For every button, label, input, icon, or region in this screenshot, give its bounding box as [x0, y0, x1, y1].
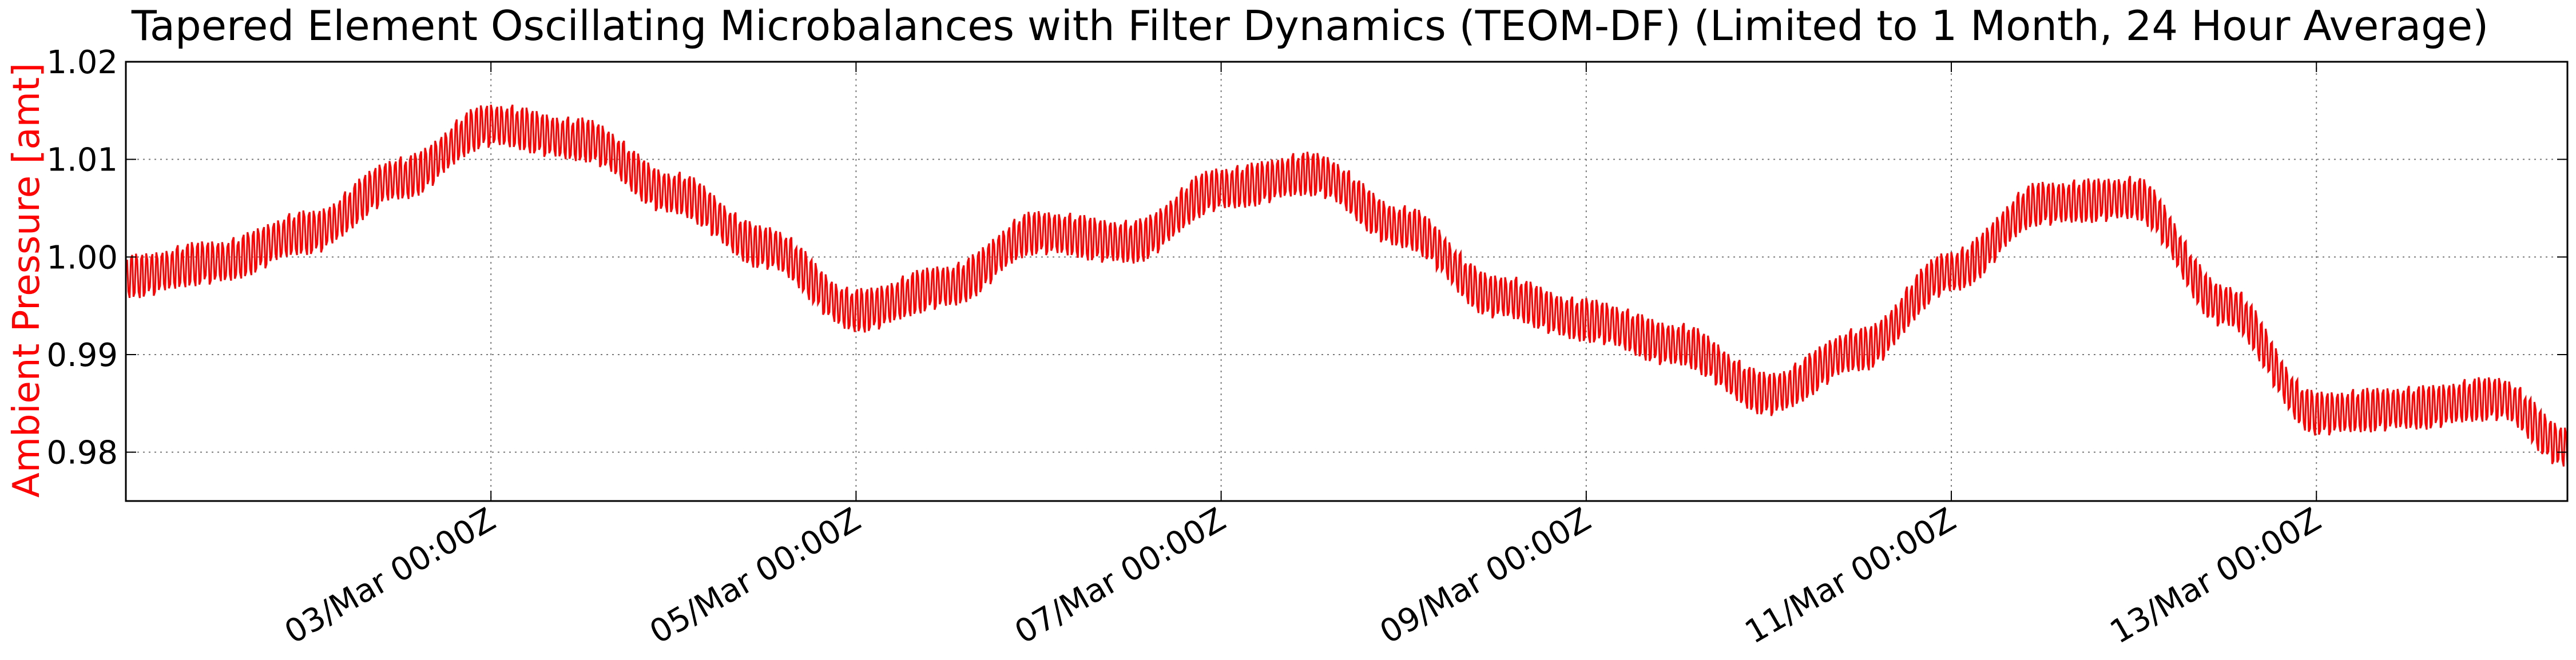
x-tick-label: 03/Mar 00:00Z [279, 501, 502, 651]
x-tick-label: 09/Mar 00:00Z [1374, 501, 1597, 651]
x-tick-label: 13/Mar 00:00Z [2104, 501, 2327, 651]
y-tick-label: 1.00 [46, 239, 118, 276]
x-tick-label: 07/Mar 00:00Z [1009, 501, 1232, 651]
x-tick-label: 05/Mar 00:00Z [644, 501, 867, 651]
series-line-group [125, 104, 2569, 467]
y-tick-label: 0.99 [46, 337, 118, 374]
series-line [125, 104, 2569, 467]
y-tick-label: 1.02 [46, 44, 118, 81]
y-axis-label: Ambient Pressure [amt] [6, 63, 48, 498]
y-tick-label: 1.01 [46, 142, 118, 179]
x-tick-label: 11/Mar 00:00Z [1739, 501, 1962, 651]
plot-area [125, 61, 2569, 502]
chart-title: Tapered Element Oscillating Microbalance… [131, 2, 2488, 50]
y-tick-label: 0.98 [46, 435, 118, 472]
y-axis-ticks: 0.98 0.99 1.00 1.01 1.02 [46, 44, 2567, 472]
